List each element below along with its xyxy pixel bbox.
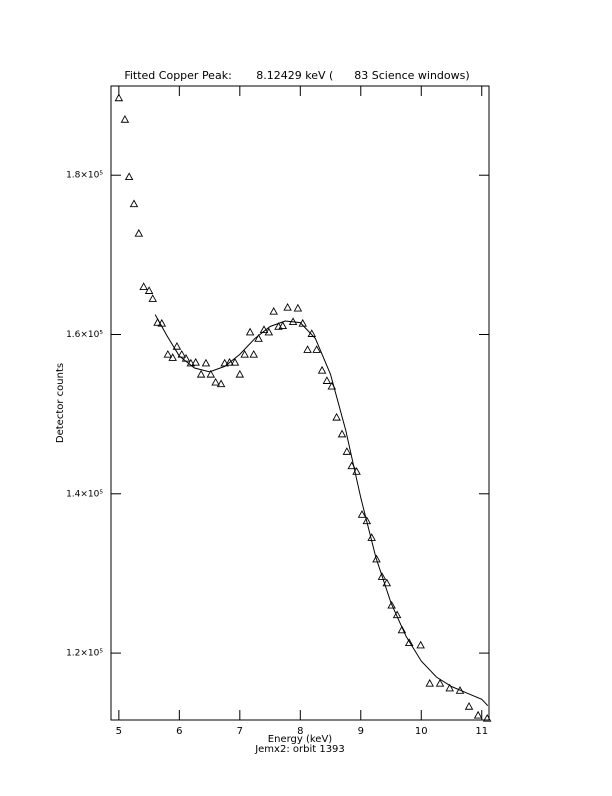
data-point <box>206 369 216 378</box>
x-tick-label: 7 <box>237 726 243 737</box>
data-point <box>377 572 387 580</box>
x-tick-label: 11 <box>475 726 488 737</box>
data-point <box>230 357 240 366</box>
data-point <box>191 357 200 366</box>
data-point <box>144 286 154 294</box>
data-point <box>148 294 157 302</box>
x-tick-label: 9 <box>358 726 364 737</box>
data-point <box>303 345 312 353</box>
data-point <box>240 349 249 358</box>
fit-line <box>154 314 489 707</box>
data-point <box>357 510 367 518</box>
data-point <box>482 713 492 722</box>
data-point <box>139 282 148 290</box>
data-point <box>404 638 414 646</box>
data-point <box>278 321 288 329</box>
data-point <box>337 429 347 438</box>
data-point <box>269 306 278 315</box>
data-point <box>163 349 173 358</box>
data-point <box>425 678 434 687</box>
x-tick-label: 6 <box>176 726 182 737</box>
plot-frame <box>110 85 490 721</box>
y-tick-label: 1.8×10⁵ <box>66 171 103 181</box>
data-point <box>317 365 327 374</box>
data-point <box>473 710 483 719</box>
data-point <box>177 349 187 358</box>
data-point <box>168 353 177 361</box>
y-tick-label: 1.6×10⁵ <box>66 330 103 340</box>
data-point <box>216 379 226 388</box>
data-point <box>464 702 474 710</box>
y-tick-label: 1.4×10⁵ <box>66 489 103 499</box>
data-point <box>293 303 303 312</box>
x-tick-label: 5 <box>116 726 122 737</box>
data-point <box>129 199 139 208</box>
data-point <box>332 412 341 421</box>
data-point <box>172 342 182 350</box>
data-point <box>196 369 206 378</box>
chart-title: Fitted Copper Peak: 8.12429 keV ( 83 Sci… <box>124 69 469 82</box>
data-point <box>382 578 392 587</box>
data-point <box>312 345 321 353</box>
y-axis-label: Detector counts <box>55 363 66 443</box>
data-point <box>397 625 407 634</box>
x-axis-label: Energy (keV) <box>268 734 333 745</box>
data-point <box>445 683 454 692</box>
data-point <box>235 369 245 378</box>
subtitle: Jemx2: orbit 1393 <box>254 744 345 755</box>
data-point <box>322 376 332 384</box>
data-point <box>134 228 144 237</box>
data-point <box>283 302 292 311</box>
data-point <box>211 377 220 386</box>
data-point <box>201 358 211 367</box>
data-point <box>254 334 263 342</box>
data-point <box>249 349 258 358</box>
data-point <box>392 610 402 619</box>
data-point <box>416 640 425 649</box>
data-point <box>181 353 191 362</box>
x-tick-label: 8 <box>297 726 303 737</box>
data-point <box>264 327 274 336</box>
data-point <box>186 358 196 367</box>
data-point <box>114 93 124 102</box>
data-point <box>245 327 255 336</box>
data-point <box>124 172 134 181</box>
data-point <box>387 600 396 609</box>
data-point <box>307 329 317 337</box>
y-tick-label: 1.2×10⁵ <box>66 649 103 659</box>
data-point <box>372 554 381 563</box>
data-point <box>225 357 234 366</box>
x-tick-label: 10 <box>415 726 428 737</box>
data-point <box>120 115 130 123</box>
data-point <box>342 447 352 455</box>
data-point <box>435 678 445 687</box>
data-point <box>455 686 465 694</box>
